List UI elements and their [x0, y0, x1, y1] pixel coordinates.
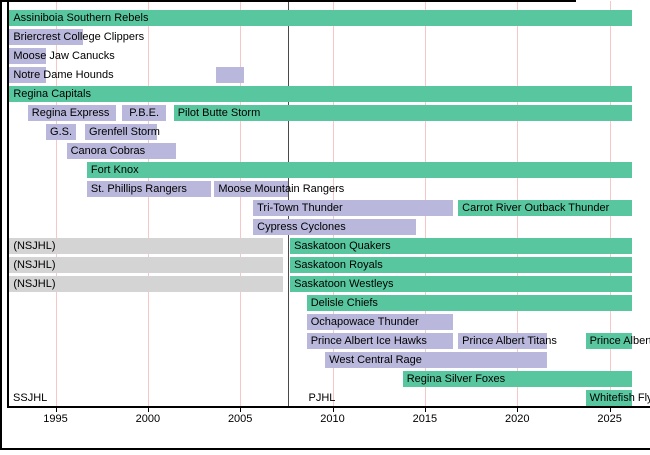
bar-label: Briercrest College Clippers — [13, 31, 145, 43]
timeline-bar-canora-cobras: Canora Cobras — [66, 143, 176, 159]
timeline-bar-regina-express: Regina Express — [27, 105, 117, 121]
timeline-bar-assiniboia-southern-rebels: Assiniboia Southern Rebels — [9, 10, 632, 26]
bar-label: Ochapowace Thunder — [310, 316, 419, 328]
bar-label: Prince Albert Ice Hawks — [310, 335, 427, 347]
bottom-axis-line — [7, 406, 650, 408]
timeline-bar-g-s: G.S. — [46, 124, 76, 140]
timeline-bar-nsjhl: (NSJHL) — [9, 276, 283, 292]
timeline-bar-fort-knox: Fort Knox — [86, 162, 632, 178]
bar-label: Assiniboia Southern Rebels — [13, 12, 149, 24]
left-axis-line — [7, 0, 9, 407]
timeline-bar-moose-mountain-rangers: Moose Mountain Rangers — [214, 181, 344, 197]
bar-label: Pilot Butte Storm — [177, 107, 261, 119]
bar-label: West Central Rage — [329, 354, 422, 366]
timeline-bar-nsjhl: (NSJHL) — [9, 238, 283, 254]
axis-tick — [424, 407, 426, 412]
timeline-bar-prince-albert-ice-hawks: Prince Albert Ice Hawks — [306, 333, 453, 349]
bar-label: Regina Silver Foxes — [406, 373, 506, 385]
era-label-ssjhl: SSJHL — [13, 392, 48, 404]
axis-tick-label-2015: 2015 — [412, 413, 438, 425]
timeline-bar-west-central-rage: West Central Rage — [325, 352, 547, 368]
bar-label: Regina Express — [31, 107, 110, 119]
bar-label: Prince Albert Titans — [462, 335, 557, 347]
axis-tick-label-2010: 2010 — [320, 413, 345, 425]
bar-label: Regina Capitals — [13, 88, 91, 100]
axis-tick-label-1995: 1995 — [43, 413, 68, 425]
bar-label: St. Phillips Rangers — [90, 183, 187, 195]
bar-label: Whitefish Fly — [589, 392, 650, 404]
bar-label: Saskatoon Royals — [294, 259, 383, 271]
bar-label: (NSJHL) — [13, 240, 56, 252]
axis-tick — [147, 407, 149, 412]
timeline-bar-whitefish-fly: Whitefish Fly — [585, 390, 650, 406]
timeline-bar-nsjhl: (NSJHL) — [9, 257, 283, 273]
era-label-pjhl: PJHL — [308, 392, 336, 404]
timeline-bar-regina-silver-foxes: Regina Silver Foxes — [402, 371, 632, 387]
bar-label: Fort Knox — [90, 164, 139, 176]
bar-label: Grenfell Storm — [89, 126, 160, 138]
axis-tick — [332, 407, 334, 412]
timeline-bar-saskatoon-westleys: Saskatoon Westleys — [290, 276, 632, 292]
image-bottom-border — [0, 448, 650, 450]
axis-tick-label-2000: 2000 — [135, 413, 161, 425]
image-left-border — [0, 0, 2, 450]
axis-tick-label-2025: 2025 — [597, 413, 622, 425]
axis-tick — [609, 407, 611, 412]
timeline-bar-carrot-river-outback-thunder: Carrot River Outback Thunder — [458, 200, 632, 216]
timeline-bar-delisle-chiefs: Delisle Chiefs — [306, 295, 632, 311]
timeline-bar-p-b-e: P.B.E. — [121, 105, 167, 121]
timeline-bar-st-phillips-rangers: St. Phillips Rangers — [86, 181, 211, 197]
timeline-bar-tri-town-thunder: Tri-Town Thunder — [253, 200, 453, 216]
timeline-bar-briercrest-college-clippers: Briercrest College Clippers — [9, 29, 144, 45]
bar-label: Notre Dame Hounds — [13, 69, 114, 81]
bar-label: Cypress Cyclones — [257, 221, 346, 233]
bar-label: P.B.E. — [129, 107, 160, 119]
axis-tick — [517, 407, 519, 412]
bar-label: Prince Albert — [589, 335, 650, 347]
bar-label: Moose Jaw Canucks — [13, 50, 115, 62]
year-gridline-1995 — [55, 1, 57, 406]
axis-tick — [240, 407, 242, 412]
bar-label: Canora Cobras — [70, 145, 146, 157]
timeline-bar-prince-albert: Prince Albert — [585, 333, 650, 349]
axis-tick-label-2005: 2005 — [227, 413, 253, 425]
axis-tick-label-2020: 2020 — [505, 413, 530, 425]
bar-label: (NSJHL) — [13, 259, 56, 271]
bar-label: Saskatoon Westleys — [294, 278, 394, 290]
timeline-bar-saskatoon-quakers: Saskatoon Quakers — [290, 238, 632, 254]
bar-label: Carrot River Outback Thunder — [462, 202, 610, 214]
image-top-border — [0, 0, 576, 2]
timeline-bar-pilot-butte-storm: Pilot Butte Storm — [173, 105, 632, 121]
bar-label: Saskatoon Quakers — [294, 240, 391, 252]
bar-label: Delisle Chiefs — [310, 297, 378, 309]
timeline-bar-saskatoon-royals: Saskatoon Royals — [290, 257, 632, 273]
timeline-bar-ochapowace-thunder: Ochapowace Thunder — [306, 314, 453, 330]
bar-label: G.S. — [50, 126, 73, 138]
year-gridline-2005 — [240, 1, 242, 406]
axis-tick — [55, 407, 57, 412]
bar-label: Moose Mountain Rangers — [218, 183, 345, 195]
timeline-bar-prince-albert-titans: Prince Albert Titans — [458, 333, 557, 349]
timeline-bar-cypress-cyclones: Cypress Cyclones — [253, 219, 416, 235]
timeline-bar-regina-capitals: Regina Capitals — [9, 86, 632, 102]
timeline-bar-moose-jaw-canucks: Moose Jaw Canucks — [9, 48, 115, 64]
bar-label: (NSJHL) — [13, 278, 56, 290]
bar-label: Tri-Town Thunder — [257, 202, 343, 214]
timeline-bar-grenfell-storm: Grenfell Storm — [85, 124, 160, 140]
timeline-bar-unlabeled — [216, 67, 244, 83]
year-gridline-2000 — [147, 1, 149, 406]
timeline-bar-notre-dame-hounds: Notre Dame Hounds — [9, 67, 114, 83]
